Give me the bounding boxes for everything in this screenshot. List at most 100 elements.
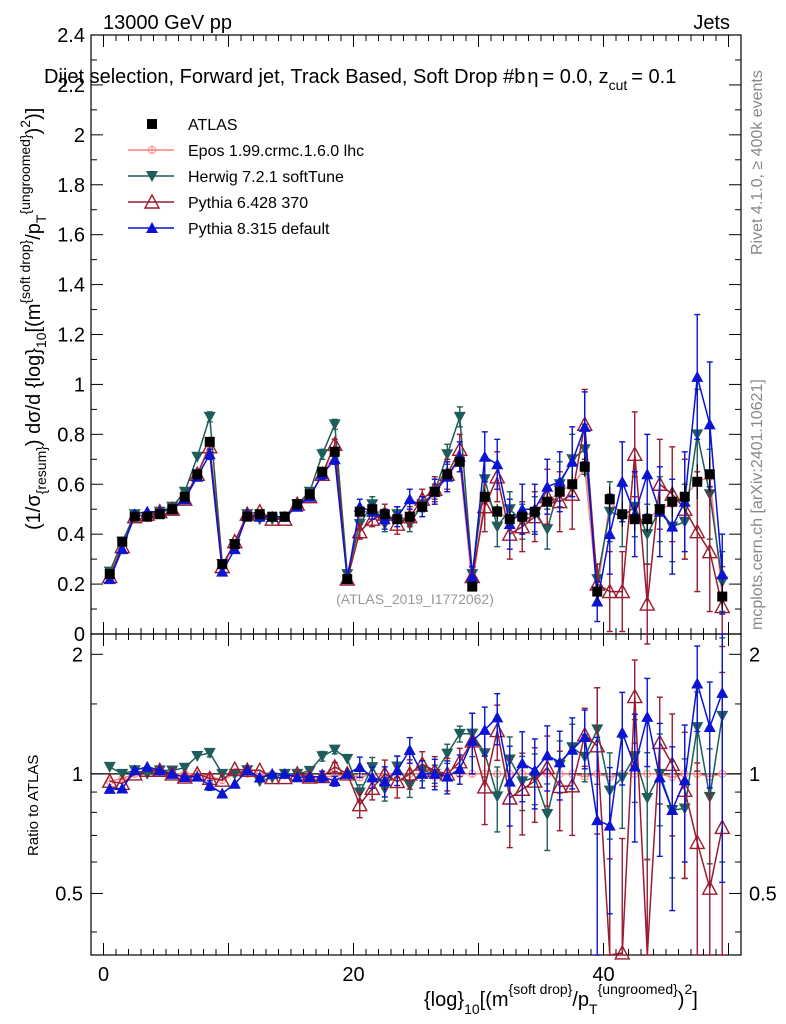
data-point [641, 468, 654, 480]
data-point [701, 543, 718, 559]
data-point [117, 536, 128, 547]
mcplots-label: mcplots.cern.ch [arXiv:2401.10621] [749, 379, 766, 630]
data-point [491, 458, 504, 470]
data-point [316, 449, 329, 461]
series-line [109, 376, 724, 602]
ratio-point [491, 711, 504, 723]
legend: ATLAS Epos 1.99.crmc.1.6.0 lhc Herwig 7.2.… [128, 117, 364, 238]
ratio-point [216, 787, 229, 799]
analysis-id: (ATLAS_2019_I1772062) [336, 591, 494, 607]
data-point [328, 419, 341, 431]
ratio-point [203, 779, 216, 791]
legend-entry-p8: Pythia 8.315 default [128, 221, 330, 238]
data-point [203, 411, 216, 423]
data-point [492, 506, 503, 517]
ratio-point [203, 747, 216, 759]
ratio-point [291, 771, 304, 783]
y-tick-label: 2.4 [57, 25, 85, 47]
data-point [203, 448, 216, 460]
data-point [639, 595, 656, 611]
ratio-tick-label-right: 0.5 [749, 883, 777, 905]
data-point [191, 451, 204, 463]
ratio-point [441, 748, 454, 760]
ratio-point [191, 770, 204, 782]
ratio-point [226, 760, 243, 776]
y-tick-label: 0.6 [57, 474, 85, 496]
data-point [242, 511, 253, 522]
ratio-point [441, 770, 454, 782]
y-tick-label: 0.4 [57, 524, 85, 546]
data-point [192, 469, 203, 480]
legend-label: Epos 1.99.crmc.1.6.0 lhc [188, 143, 364, 160]
ratio-point [491, 791, 504, 803]
ratio-point [153, 764, 166, 776]
ratio-point [689, 833, 706, 850]
data-point [626, 445, 643, 461]
ratio-point [364, 779, 381, 795]
ratio-point [191, 750, 204, 762]
data-point [542, 496, 553, 507]
data-point [217, 559, 228, 570]
ratio-point [128, 764, 141, 776]
data-point [679, 491, 690, 502]
data-point [129, 511, 140, 522]
ratio-point [228, 777, 241, 789]
ratio-point [691, 677, 704, 689]
y-tick-label: 1 [74, 374, 85, 396]
data-point [179, 491, 190, 502]
data-point [592, 586, 603, 597]
data-point [603, 528, 616, 540]
ratio-point [476, 778, 493, 794]
legend-label: Pythia 6.428 370 [188, 195, 308, 212]
data-point [591, 595, 604, 607]
ratio-point [603, 819, 616, 831]
legend-label: Pythia 8.315 default [188, 221, 330, 238]
data-point [616, 475, 629, 487]
ratio-point [703, 720, 716, 732]
ratio-point [103, 782, 116, 794]
legend-marker [146, 171, 158, 182]
data-point [629, 514, 640, 525]
data-point [476, 498, 493, 514]
ratio-point [566, 743, 579, 755]
x-tick-label: 20 [342, 964, 364, 986]
ratio-point [316, 770, 329, 782]
y-tick-label: 1.4 [57, 275, 85, 297]
data-point [604, 494, 615, 505]
ratio-point [326, 758, 343, 774]
ratio-point [466, 734, 479, 746]
data-point [442, 469, 453, 480]
ratio-point [351, 796, 368, 812]
y-tick-label: 2.2 [57, 75, 85, 97]
ratio-point [628, 760, 641, 772]
data-point [704, 469, 715, 480]
data-point [454, 456, 465, 467]
ratio-point [266, 767, 279, 779]
data-point [204, 436, 215, 447]
data-point [529, 506, 540, 517]
data-point [717, 591, 728, 602]
header-left: 13000 GeV pp [103, 12, 232, 34]
ratio-point [614, 944, 631, 960]
data-point [666, 520, 679, 532]
ratio-tick-label: 0.5 [55, 883, 83, 905]
ratio-point [328, 775, 341, 787]
y-tick-label: 2 [74, 125, 85, 147]
ratio-point [564, 777, 581, 793]
ratio-point [353, 760, 366, 772]
ratio-point [116, 782, 129, 794]
legend-entry-p6: Pythia 6.428 370 [128, 193, 308, 212]
data-point [667, 496, 678, 507]
y-axis-label: (1/σ{resum}) dσ/d {log}10[(m{soft drop}/… [17, 108, 49, 530]
ratio-point [678, 774, 691, 786]
y-tick-label: 1.8 [57, 175, 85, 197]
ratio-point [416, 767, 429, 779]
data-point [516, 503, 529, 515]
data-point [617, 509, 628, 520]
ratio-point [328, 744, 341, 756]
y-tick-label: 1.6 [57, 225, 85, 247]
ratio-point [116, 768, 129, 780]
ratio-point [214, 771, 231, 787]
ratio-point [253, 771, 266, 783]
data-point [104, 569, 115, 580]
